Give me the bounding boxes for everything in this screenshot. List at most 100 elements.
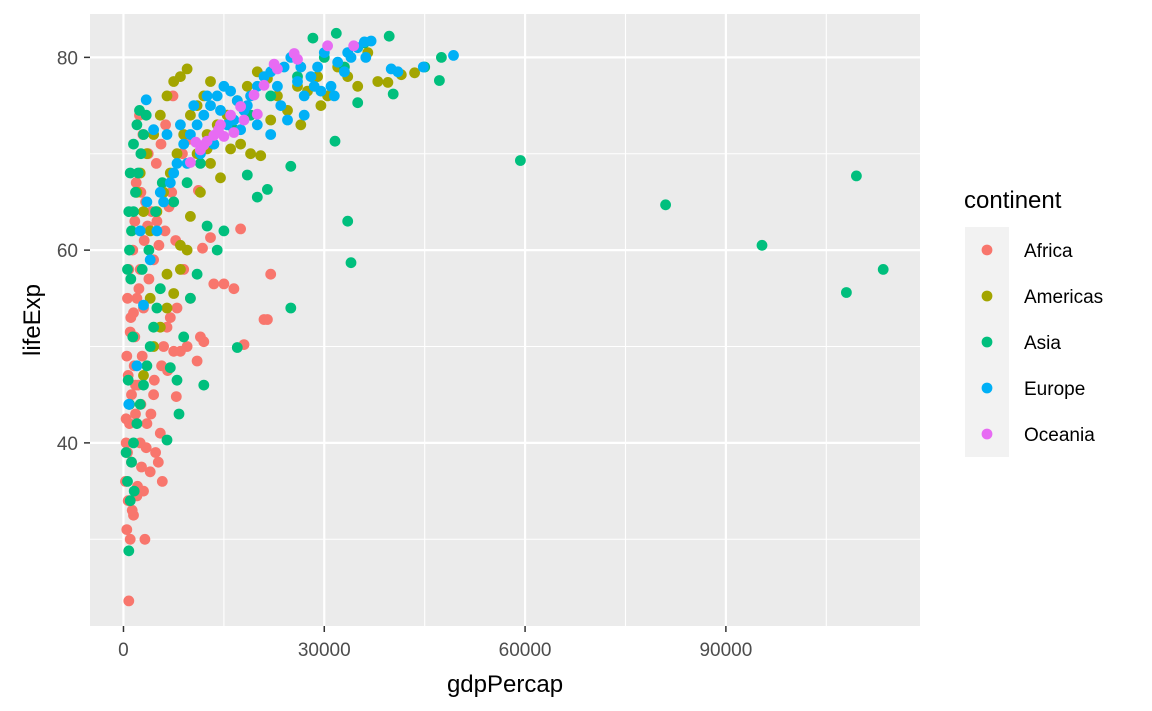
data-point xyxy=(228,283,240,295)
data-point xyxy=(328,90,340,102)
data-point xyxy=(298,109,310,121)
data-point xyxy=(285,302,297,314)
data-point xyxy=(131,292,143,304)
data-point xyxy=(225,85,237,97)
data-point xyxy=(191,355,203,367)
data-point xyxy=(166,186,178,198)
data-point xyxy=(128,485,140,497)
data-point xyxy=(201,90,213,102)
data-point xyxy=(161,90,173,102)
data-point xyxy=(178,331,190,343)
data-point xyxy=(515,155,526,166)
data-point xyxy=(660,199,671,211)
x-tick-label: 0 xyxy=(118,640,129,661)
data-point xyxy=(133,283,145,295)
data-point xyxy=(352,97,364,109)
data-point xyxy=(383,30,395,42)
data-point xyxy=(136,461,147,473)
y-axis: 40 60 80 xyxy=(57,48,90,455)
data-point xyxy=(138,129,149,140)
data-point xyxy=(130,186,141,198)
data-point xyxy=(150,447,162,458)
data-point xyxy=(153,239,165,251)
data-point xyxy=(205,76,216,87)
data-point xyxy=(127,331,139,343)
data-point xyxy=(198,109,210,121)
data-point xyxy=(262,184,273,195)
data-point xyxy=(148,321,160,333)
data-point xyxy=(342,215,354,227)
data-point xyxy=(185,109,196,121)
legend-label: Europe xyxy=(1024,379,1085,400)
data-point xyxy=(235,101,247,112)
y-tick-label: 80 xyxy=(57,48,78,69)
data-point xyxy=(154,186,166,198)
data-point xyxy=(434,75,445,86)
data-point xyxy=(387,88,399,100)
data-point xyxy=(178,138,190,150)
data-point xyxy=(122,292,133,304)
data-point xyxy=(152,456,164,468)
data-point xyxy=(154,427,166,439)
data-point xyxy=(143,244,155,256)
data-point xyxy=(175,264,186,275)
data-point xyxy=(124,244,135,256)
data-point xyxy=(131,119,143,131)
legend-key-swatch xyxy=(981,428,993,440)
data-point xyxy=(332,56,344,68)
data-points xyxy=(120,27,889,607)
legend-label: Africa xyxy=(1024,241,1073,262)
data-point xyxy=(170,391,182,402)
data-point xyxy=(126,389,137,401)
data-point xyxy=(251,108,263,120)
data-point xyxy=(124,495,136,507)
legend-item-africa: Africa xyxy=(965,227,1073,273)
data-point xyxy=(262,314,273,325)
data-point xyxy=(144,341,156,352)
data-point xyxy=(139,533,151,545)
data-point xyxy=(156,177,168,189)
grid-lines xyxy=(90,14,920,626)
data-point xyxy=(339,66,350,78)
data-point xyxy=(231,342,243,353)
data-point xyxy=(128,437,139,449)
data-point xyxy=(164,312,176,323)
data-point xyxy=(131,418,143,429)
data-point xyxy=(308,80,320,92)
data-point xyxy=(195,158,206,169)
data-point xyxy=(241,80,253,92)
data-point xyxy=(158,196,170,208)
data-point xyxy=(150,158,162,169)
data-point xyxy=(144,292,156,304)
data-point xyxy=(154,283,166,295)
data-point xyxy=(121,524,133,535)
data-point xyxy=(205,158,216,169)
legend: continent Africa Americas Asia Europe Oceani… xyxy=(964,187,1103,457)
data-point xyxy=(201,220,213,232)
data-point xyxy=(161,268,173,280)
data-point xyxy=(265,114,277,126)
data-point xyxy=(215,172,226,184)
y-axis-title: lifeExp xyxy=(19,284,46,356)
data-point xyxy=(168,167,180,179)
data-point xyxy=(268,58,280,70)
data-point xyxy=(365,35,377,47)
legend-key-swatch xyxy=(981,382,993,394)
data-point xyxy=(135,148,147,160)
data-point xyxy=(218,225,230,237)
data-point xyxy=(175,119,186,131)
data-point xyxy=(348,40,360,52)
data-point xyxy=(225,143,237,155)
data-point xyxy=(238,114,250,126)
data-point xyxy=(235,223,247,235)
legend-item-oceania: Oceania xyxy=(965,411,1095,457)
data-point xyxy=(352,80,364,92)
data-point xyxy=(159,225,171,237)
data-point xyxy=(205,100,216,111)
data-point xyxy=(195,186,206,198)
legend-item-europe: Europe xyxy=(965,365,1085,411)
data-point xyxy=(156,476,168,487)
series-oceania xyxy=(185,40,360,168)
data-point xyxy=(258,79,270,91)
